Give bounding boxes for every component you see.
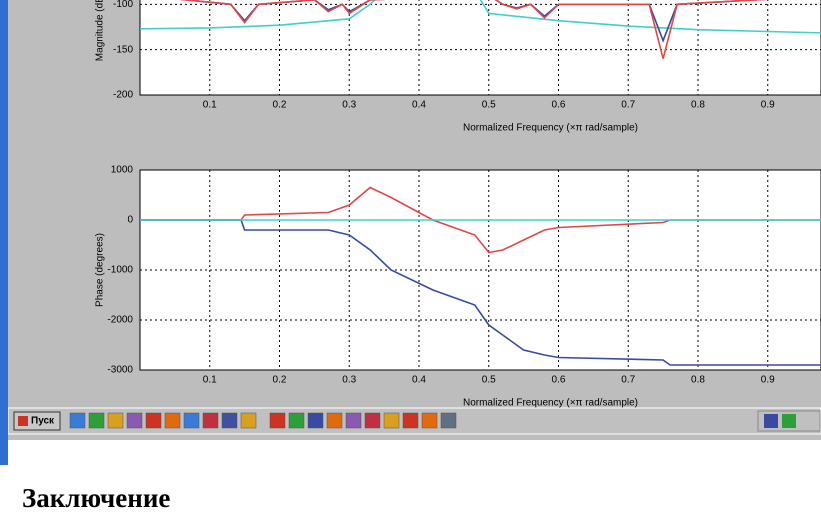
screenshot: 0.1 0.2 0.3 0.4 0.5 0.6 0.7 0.8 0.9 -200 -150 -100 -… (8, 0, 821, 440)
x-axis-label: Normalized Frequency (×π rad/sample) (463, 123, 638, 134)
plot-area (140, 0, 821, 95)
document: 0.1 0.2 0.3 0.4 0.5 0.6 0.7 0.8 0.9 -200 -150 -100 -… (0, 0, 821, 521)
y-tick-label: -1000 (107, 265, 133, 276)
taskbar: Пуск (8, 408, 821, 434)
x-tick-label: 0.4 (412, 375, 426, 386)
x-tick-label: 0.5 (482, 100, 496, 111)
taskbar-icon (270, 413, 285, 428)
y-tick-label: -200 (113, 90, 133, 101)
page: {"chart_data": [ {"type": "line", "ylabe… (0, 0, 821, 521)
x-tick-label: 0.2 (273, 375, 287, 386)
x-tick-label: 0.6 (552, 375, 566, 386)
y-tick-label: -2000 (107, 315, 133, 326)
x-tick-label: 0.3 (342, 375, 356, 386)
y-axis-label: Phase (degrees) (95, 233, 106, 307)
taskbar-icon (422, 413, 437, 428)
taskbar-icon (184, 413, 199, 428)
y-tick-label: -3000 (107, 365, 133, 376)
y-tick-label: 1000 (111, 165, 134, 176)
x-tick-label: 0.6 (552, 100, 566, 111)
taskbar-icon (70, 413, 85, 428)
x-tick-label: 0.7 (621, 100, 635, 111)
taskbar-icon (365, 413, 380, 428)
tray-icon (782, 414, 796, 428)
x-tick-label: 0.7 (621, 375, 635, 386)
taskbar-icon (203, 413, 218, 428)
taskbar-icon (384, 413, 399, 428)
x-tick-label: 0.3 (342, 100, 356, 111)
x-tick-label: 0.8 (691, 375, 705, 386)
y-axis-label: Magnitude (dB) (95, 0, 106, 61)
taskbar-icon (146, 413, 161, 428)
taskbar-icon (327, 413, 342, 428)
tray-icon (764, 414, 778, 428)
taskbar-icon (289, 413, 304, 428)
x-tick-label: 0.8 (691, 100, 705, 111)
y-tick-label: -100 (113, 0, 133, 10)
taskbar-icon (308, 413, 323, 428)
y-tick-label: -150 (113, 44, 133, 55)
taskbar-icon (346, 413, 361, 428)
taskbar-icon (108, 413, 123, 428)
x-tick-label: 0.1 (203, 100, 217, 111)
start-label: Пуск (31, 416, 55, 427)
taskbar-icon (403, 413, 418, 428)
x-tick-label: 0.9 (761, 100, 775, 111)
x-tick-label: 0.9 (761, 375, 775, 386)
y-tick-label: 0 (127, 215, 133, 226)
start-logo (18, 416, 28, 426)
taskbar-icon (441, 413, 456, 428)
taskbar-icon (89, 413, 104, 428)
x-tick-label: 0.2 (273, 100, 287, 111)
x-tick-label: 0.4 (412, 100, 426, 111)
taskbar-icon (165, 413, 180, 428)
x-tick-label: 0.5 (482, 375, 496, 386)
taskbar-icon (241, 413, 256, 428)
taskbar-icon (127, 413, 142, 428)
heading: Заключение (22, 483, 170, 513)
x-tick-label: 0.1 (203, 375, 217, 386)
taskbar-icon (222, 413, 237, 428)
x-axis-label: Normalized Frequency (×π rad/sample) (463, 398, 638, 409)
left-stripe (0, 0, 8, 465)
